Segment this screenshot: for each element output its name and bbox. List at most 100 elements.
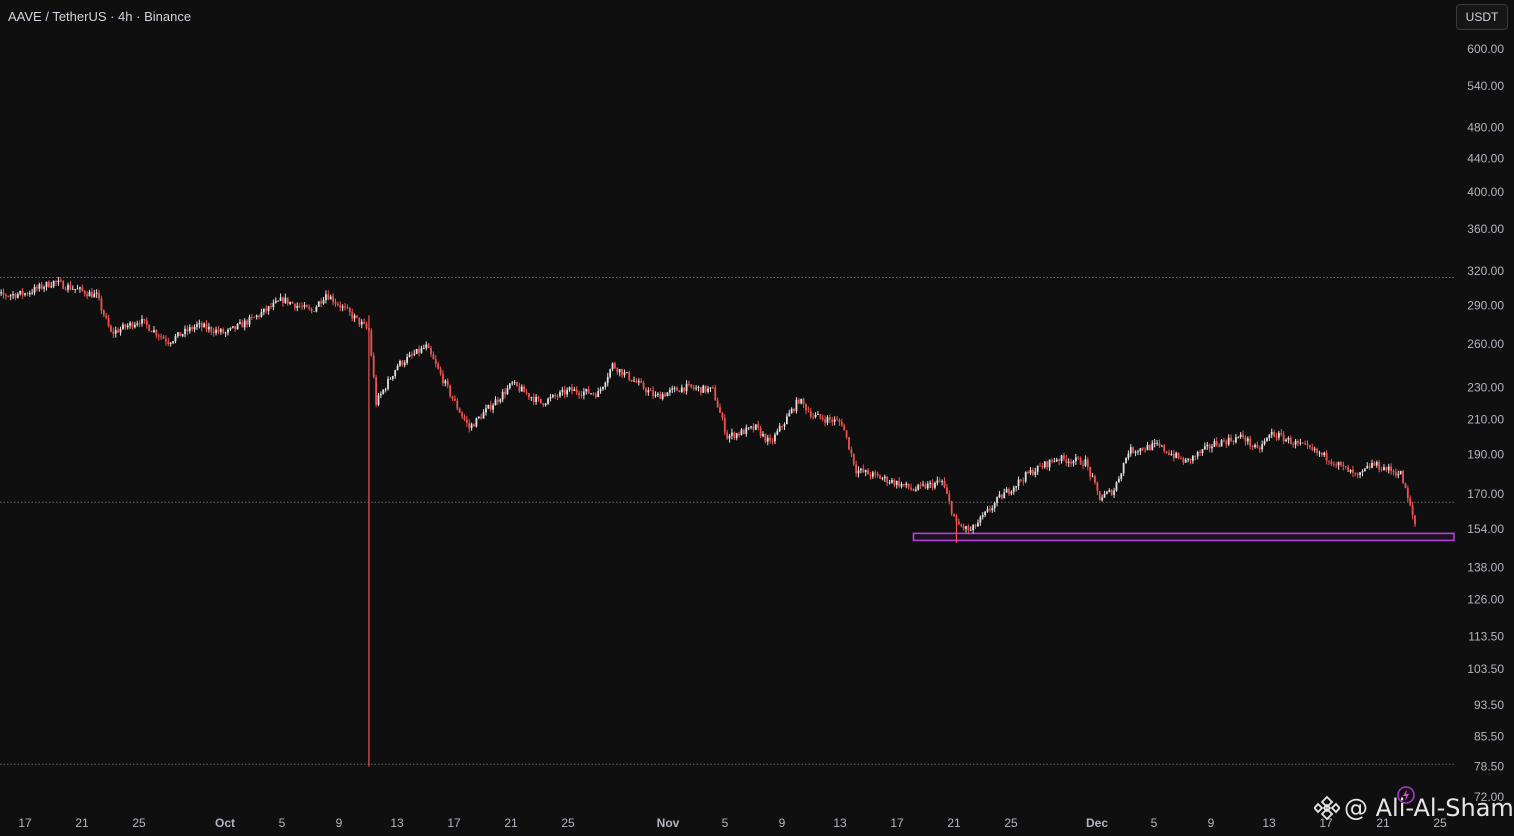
- candle: [929, 480, 932, 489]
- candle: [1392, 469, 1395, 476]
- currency-button[interactable]: USDT: [1456, 4, 1508, 30]
- candle: [1086, 456, 1089, 471]
- candle: [881, 476, 884, 481]
- candle: [783, 422, 786, 431]
- candle: [635, 378, 638, 383]
- candle: [508, 382, 511, 390]
- candle: [482, 409, 485, 419]
- candle: [633, 376, 635, 383]
- candle: [258, 314, 260, 320]
- candle: [422, 344, 425, 349]
- candle: [442, 370, 444, 387]
- time-tick-label: 17: [447, 816, 461, 830]
- candle: [451, 395, 454, 402]
- candle: [709, 387, 712, 393]
- candle: [494, 396, 497, 406]
- candle: [465, 415, 468, 427]
- candle: [738, 431, 741, 438]
- candle: [418, 345, 420, 357]
- candle: [1213, 438, 1216, 448]
- candle: [14, 292, 17, 301]
- candle: [1282, 431, 1285, 445]
- candle: [208, 322, 210, 333]
- candle: [444, 379, 447, 387]
- candle: [1020, 478, 1022, 483]
- candle: [1022, 477, 1025, 486]
- candle: [1170, 450, 1173, 456]
- candle: [568, 386, 571, 392]
- candle: [1409, 495, 1412, 507]
- candle: [427, 343, 430, 349]
- candle: [341, 304, 344, 312]
- candle: [1211, 443, 1213, 453]
- candle: [683, 387, 686, 395]
- candle: [179, 332, 182, 337]
- price-tick-label: 72.00: [1474, 790, 1504, 804]
- price-tick-label: 440.00: [1467, 151, 1504, 165]
- candle: [623, 369, 626, 378]
- candle: [470, 422, 473, 431]
- candle: [769, 434, 772, 444]
- candle: [1034, 467, 1037, 478]
- candle: [972, 524, 975, 534]
- candle: [828, 414, 831, 424]
- candle: [764, 433, 767, 444]
- candle: [998, 490, 1001, 499]
- candle: [468, 419, 471, 433]
- candle: [1091, 472, 1094, 478]
- candle: [941, 479, 944, 486]
- candle: [864, 469, 867, 477]
- candle: [883, 474, 886, 483]
- candle: [647, 387, 650, 396]
- candle: [1029, 466, 1032, 475]
- candle: [664, 392, 666, 397]
- candle: [996, 496, 998, 507]
- candle: [351, 308, 354, 322]
- candle: [1406, 485, 1409, 503]
- candle: [699, 386, 702, 396]
- candle: [40, 281, 43, 291]
- candle: [1163, 444, 1166, 454]
- candle: [554, 393, 557, 399]
- candle: [1263, 438, 1266, 446]
- support-zone-rect[interactable]: [912, 532, 1455, 542]
- candle: [1113, 487, 1115, 498]
- candle: [516, 381, 518, 387]
- candle: [1012, 485, 1015, 495]
- candle: [205, 320, 208, 333]
- candle: [757, 420, 760, 431]
- candle: [559, 390, 561, 398]
- candle: [855, 460, 858, 477]
- candle: [520, 384, 523, 392]
- candle: [948, 490, 951, 505]
- time-tick-label: Nov: [657, 816, 680, 830]
- candle: [728, 433, 731, 443]
- candle: [688, 380, 690, 387]
- time-tick-label: 17: [890, 816, 904, 830]
- candle: [759, 425, 762, 439]
- candle: [356, 315, 358, 319]
- candle: [449, 384, 452, 398]
- horizontal-levels: [0, 276, 1454, 765]
- candle: [606, 372, 609, 387]
- candle: [1094, 474, 1096, 485]
- candle: [800, 398, 803, 405]
- candle: [974, 523, 977, 529]
- candle: [408, 351, 411, 358]
- candle: [358, 317, 361, 327]
- candle: [210, 325, 213, 336]
- candle: [1005, 487, 1008, 493]
- candle: [1089, 466, 1092, 481]
- candle: [1074, 453, 1077, 466]
- candle: [903, 483, 905, 488]
- candle: [215, 326, 217, 336]
- time-tick-label: 5: [279, 816, 286, 830]
- candle: [544, 402, 547, 407]
- candle: [145, 317, 148, 329]
- candle: [597, 387, 600, 398]
- time-axis: 17 21 25 Oct 5 9 13 17 21 25 Nov 5 9 13 17 21 25 Dec 5 9 13 1…: [18, 816, 1447, 830]
- symbol-title: AAVE / TetherUS · 4h · Binance: [8, 9, 192, 24]
- candle: [1371, 459, 1373, 469]
- candle: [21, 287, 24, 299]
